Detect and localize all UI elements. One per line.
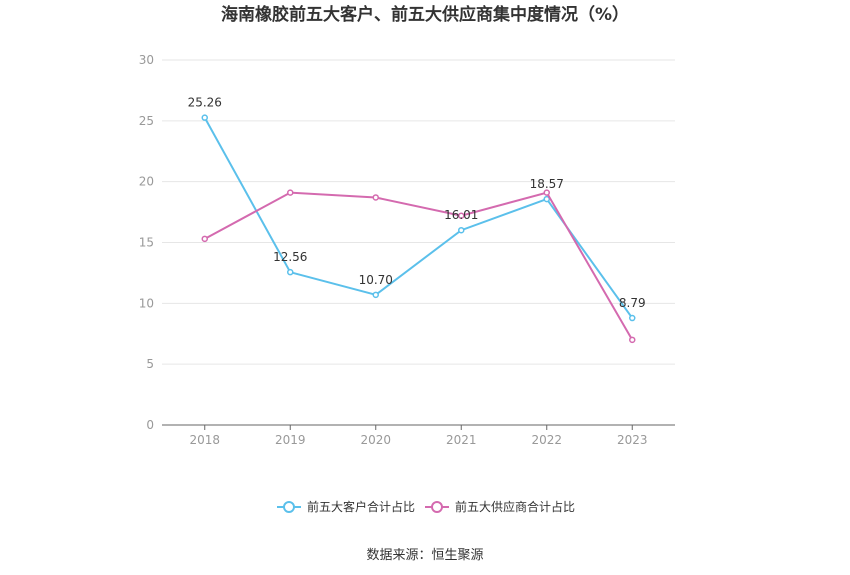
data-point[interactable] — [543, 189, 550, 196]
x-axis: 2018 2019 2020 2021 2022 2023 — [162, 424, 675, 447]
x-tick-label: 2018 — [189, 433, 220, 447]
data-point[interactable] — [287, 268, 294, 276]
y-tick-label: 0 — [146, 418, 154, 432]
data-point[interactable] — [458, 226, 465, 234]
data-labels: 25.26 12.56 10.70 16.01 18.57 8.79 — [188, 96, 646, 310]
y-tick-label: 5 — [146, 357, 154, 371]
data-label: 18.57 — [530, 177, 564, 191]
legend-marker — [283, 501, 295, 513]
data-point[interactable] — [287, 189, 294, 196]
data-label: 10.70 — [359, 273, 393, 287]
series-line-0 — [203, 117, 634, 319]
x-tick-label: 2023 — [617, 433, 648, 447]
data-point[interactable] — [458, 212, 465, 219]
y-tick-label: 20 — [139, 175, 154, 189]
grid-lines — [162, 59, 675, 365]
x-tick-label: 2022 — [531, 433, 562, 447]
data-point[interactable] — [629, 336, 636, 344]
data-point[interactable] — [543, 195, 550, 203]
legend-item-0[interactable]: 前五大客户合计占比 — [277, 499, 415, 514]
data-label: 8.79 — [619, 296, 646, 310]
data-point[interactable] — [201, 235, 208, 243]
data-point[interactable] — [201, 114, 208, 121]
data-point[interactable] — [629, 314, 636, 322]
legend-marker — [431, 501, 443, 513]
legend-item-1[interactable]: 前五大供应商合计占比 — [425, 499, 575, 514]
legend-label: 前五大供应商合计占比 — [455, 499, 575, 514]
chart-title: 海南橡胶前五大客户、前五大供应商集中度情况（%） — [221, 4, 629, 25]
series-line-1 — [204, 191, 634, 341]
data-point[interactable] — [372, 291, 379, 299]
y-tick-label: 30 — [139, 53, 154, 67]
x-tick-label: 2020 — [360, 433, 391, 447]
x-tick-label: 2021 — [446, 433, 477, 447]
data-label: 25.26 — [188, 96, 222, 110]
data-label: 12.56 — [273, 250, 307, 264]
y-axis-ticks: 0 5 10 15 20 25 30 — [139, 53, 154, 432]
y-tick-label: 10 — [139, 296, 154, 310]
series-group — [201, 114, 636, 344]
source-note: 数据来源：恒生聚源 — [366, 548, 483, 563]
legend-label: 前五大客户合计占比 — [307, 499, 415, 514]
y-tick-label: 25 — [139, 114, 154, 128]
data-point[interactable] — [372, 194, 379, 201]
x-tick-label: 2019 — [275, 433, 306, 447]
data-label: 16.01 — [444, 208, 478, 222]
legend[interactable]: 前五大客户合计占比 前五大供应商合计占比 — [277, 499, 575, 514]
y-tick-label: 15 — [139, 236, 154, 250]
